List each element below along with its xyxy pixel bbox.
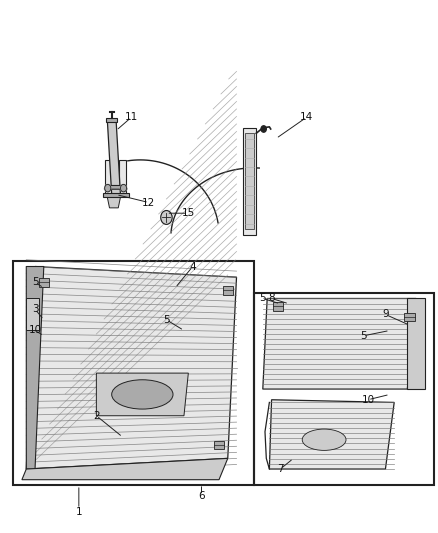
- Text: 12: 12: [142, 198, 155, 207]
- Text: 10: 10: [28, 326, 42, 335]
- Polygon shape: [245, 133, 254, 229]
- Circle shape: [261, 126, 266, 132]
- Circle shape: [161, 211, 172, 224]
- Polygon shape: [26, 266, 44, 469]
- Circle shape: [105, 184, 111, 192]
- Ellipse shape: [302, 429, 346, 450]
- Ellipse shape: [112, 379, 173, 409]
- Polygon shape: [26, 298, 39, 330]
- Text: 10: 10: [361, 395, 374, 405]
- Text: 5: 5: [360, 331, 367, 341]
- Bar: [254, 293, 434, 485]
- Polygon shape: [119, 160, 126, 194]
- Text: 5: 5: [259, 294, 266, 303]
- Polygon shape: [106, 118, 117, 122]
- Polygon shape: [103, 193, 129, 197]
- Text: 5: 5: [32, 278, 39, 287]
- Polygon shape: [39, 278, 49, 287]
- Text: 1: 1: [75, 507, 82, 516]
- Text: 9: 9: [382, 310, 389, 319]
- Polygon shape: [96, 373, 188, 416]
- Polygon shape: [107, 120, 120, 195]
- Polygon shape: [22, 458, 228, 480]
- Polygon shape: [243, 128, 256, 235]
- Polygon shape: [273, 302, 283, 311]
- Polygon shape: [269, 400, 394, 469]
- Circle shape: [120, 184, 127, 192]
- Polygon shape: [407, 298, 425, 389]
- Polygon shape: [104, 185, 127, 189]
- Polygon shape: [404, 313, 415, 321]
- Polygon shape: [107, 197, 120, 208]
- Text: 6: 6: [198, 491, 205, 500]
- Bar: [13, 261, 254, 485]
- Text: 15: 15: [182, 208, 195, 218]
- Text: 5: 5: [163, 315, 170, 325]
- Text: 3: 3: [32, 304, 39, 314]
- Polygon shape: [105, 160, 112, 194]
- Text: 2: 2: [93, 411, 100, 421]
- Polygon shape: [214, 441, 224, 449]
- Text: 14: 14: [300, 112, 313, 122]
- Text: 8: 8: [268, 294, 275, 303]
- Polygon shape: [26, 266, 237, 469]
- Text: 11: 11: [125, 112, 138, 122]
- Text: 4: 4: [189, 262, 196, 271]
- Polygon shape: [223, 286, 233, 295]
- Polygon shape: [263, 298, 416, 389]
- Text: 7: 7: [277, 464, 284, 474]
